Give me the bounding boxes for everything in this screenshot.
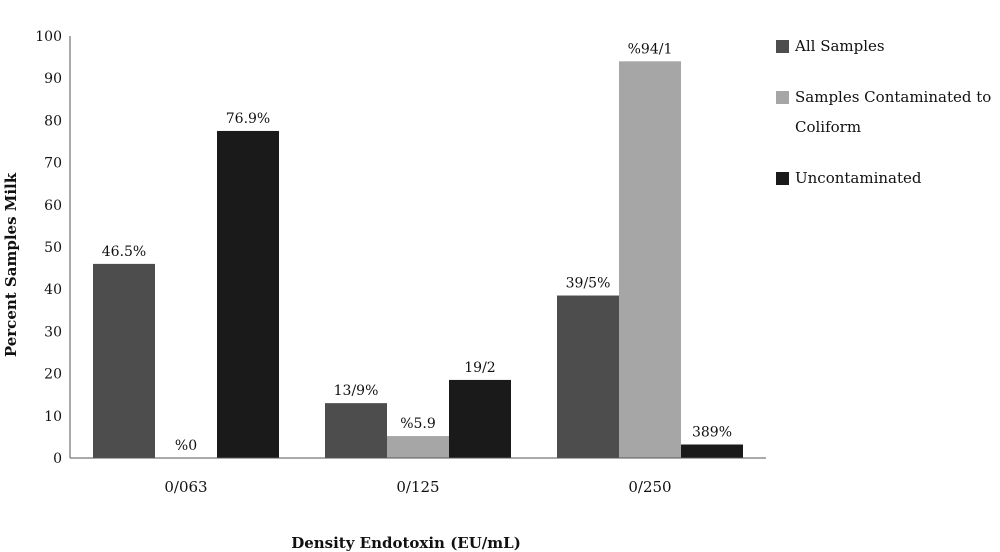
data-label: %5.9	[400, 416, 436, 432]
data-label: 389%	[692, 424, 732, 440]
y-tick-label: 80	[44, 113, 62, 129]
legend-label-contaminated: Samples Contaminated to Coliform	[795, 88, 992, 136]
bar	[325, 403, 387, 458]
data-label: 46.5%	[102, 244, 146, 260]
legend-item-uncontaminated: Uncontaminated	[776, 166, 1000, 193]
x-category-label: 0/063	[164, 478, 207, 496]
y-axis-title: Percent Samples Milk	[2, 172, 20, 357]
x-category-label: 0/250	[628, 478, 671, 496]
legend-swatch-contaminated	[776, 91, 789, 104]
data-label: 39/5%	[566, 276, 611, 292]
legend-swatch-all-samples	[776, 40, 789, 53]
y-tick-label: 90	[44, 71, 62, 87]
data-label: 13/9%	[334, 383, 379, 399]
legend-label-all-samples: All Samples	[795, 37, 885, 55]
bar	[557, 295, 619, 458]
x-axis-categories: 0/063 0/125 0/250	[164, 478, 671, 496]
y-tick-label: 70	[44, 156, 62, 172]
bar	[681, 444, 743, 458]
legend: All Samples Samples Contaminated to Coli…	[776, 34, 1000, 217]
y-tick-label: 30	[44, 324, 62, 340]
y-tick-label: 60	[44, 198, 62, 214]
data-label: %94/1	[628, 41, 673, 57]
x-axis-title: Density Endotoxin (EU/mL)	[291, 534, 521, 552]
bar	[93, 263, 155, 458]
y-tick-label: 0	[53, 451, 62, 467]
y-tick-label: 40	[44, 282, 62, 298]
y-tick-label: 20	[44, 367, 62, 383]
legend-item-contaminated: Samples Contaminated to Coliform	[776, 85, 1000, 142]
data-label: %0	[175, 438, 197, 454]
legend-swatch-uncontaminated	[776, 172, 789, 185]
y-axis-ticks: 0 10 20 30 40 50 60 70 80 90 100	[35, 29, 62, 467]
y-tick-label: 50	[44, 240, 62, 256]
bars	[93, 61, 743, 458]
legend-item-all-samples: All Samples	[776, 34, 1000, 61]
data-label: 76.9%	[226, 111, 270, 127]
data-label: 19/2	[464, 360, 495, 376]
bar	[619, 61, 681, 458]
bar	[387, 436, 449, 458]
bar	[217, 130, 279, 458]
x-category-label: 0/125	[396, 478, 439, 496]
y-tick-label: 100	[35, 29, 62, 45]
data-labels: 46.5% %0 76.9% 13/9% %5.9 19/2 39/5% %94/1 389%	[102, 41, 732, 454]
y-tick-label: 10	[44, 409, 62, 425]
bar	[449, 379, 511, 458]
legend-label-uncontaminated: Uncontaminated	[795, 169, 922, 187]
